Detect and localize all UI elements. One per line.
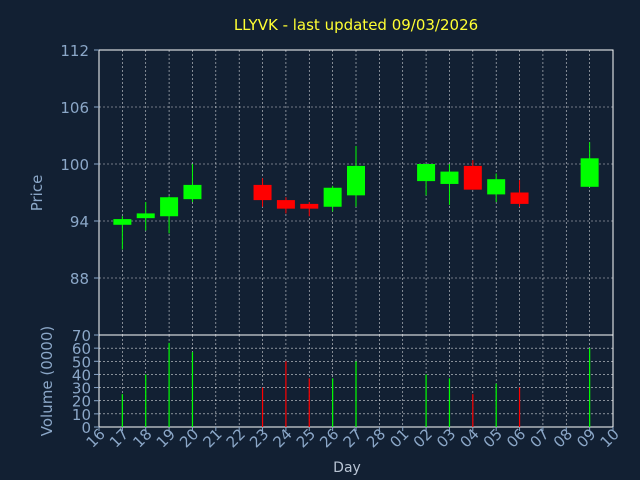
candle: [113, 216, 132, 250]
x-axis: 1617181920212223242526272801020304050607…: [83, 425, 623, 451]
candle: [510, 180, 529, 207]
candle-body: [183, 184, 202, 200]
price-tick-label: 100: [60, 156, 89, 174]
candle-body: [487, 179, 506, 195]
candle-body: [323, 187, 342, 207]
candle: [300, 202, 319, 217]
volume-tick-label: 60: [72, 340, 91, 358]
price-axis: 88 94 100 106 112: [60, 42, 99, 288]
candles: [113, 142, 599, 250]
chart-title: LLYVK - last updated 09/03/2026: [234, 16, 478, 34]
price-tick-label: 106: [60, 99, 89, 117]
candle: [440, 164, 459, 205]
candle: [276, 197, 295, 214]
candle-body: [136, 213, 155, 219]
candle-body: [417, 164, 436, 182]
candle-body: [347, 165, 365, 196]
candle: [160, 196, 179, 234]
volume-tick-label: 30: [72, 380, 91, 398]
candle-body: [113, 219, 132, 225]
volume-tick-label: 0: [81, 419, 91, 437]
candle-body: [276, 200, 295, 209]
candle: [417, 164, 436, 196]
price-tick-label: 94: [70, 213, 89, 231]
candle: [487, 173, 506, 202]
candle-body: [300, 203, 319, 209]
price-grid: [98, 49, 614, 336]
candle-body: [580, 158, 599, 187]
volume-bars: [121, 342, 591, 427]
candle: [323, 185, 342, 212]
volume-tick-label: 20: [72, 393, 91, 411]
volume-axis-label: Volume (0000): [38, 326, 56, 436]
price-axis-label: Price: [28, 175, 46, 212]
candle: [136, 202, 155, 231]
candle: [347, 145, 365, 207]
candle-body: [160, 197, 179, 217]
candle-body: [253, 184, 272, 201]
candle-body: [510, 192, 529, 204]
x-axis-label: Day: [333, 460, 361, 476]
volume-tick-label: 50: [72, 353, 91, 371]
volume-tick-label: 70: [72, 327, 91, 345]
candle-body: [463, 165, 482, 190]
candle: [463, 160, 482, 190]
price-tick-label: 88: [70, 270, 89, 288]
candle-body: [440, 171, 459, 184]
volume-tick-label: 40: [72, 366, 91, 384]
candle: [580, 142, 599, 187]
candle: [183, 164, 202, 202]
volume-tick-label: 10: [72, 406, 91, 424]
price-tick-label: 112: [60, 42, 89, 60]
candle: [253, 178, 272, 207]
